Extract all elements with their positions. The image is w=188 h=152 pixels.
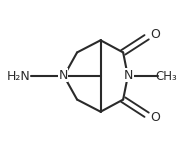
Text: N: N xyxy=(124,69,133,82)
Text: H₂N: H₂N xyxy=(7,69,31,83)
Text: O: O xyxy=(150,28,160,41)
Text: CH₃: CH₃ xyxy=(155,69,177,83)
Text: N: N xyxy=(58,69,68,82)
Text: O: O xyxy=(150,111,160,124)
